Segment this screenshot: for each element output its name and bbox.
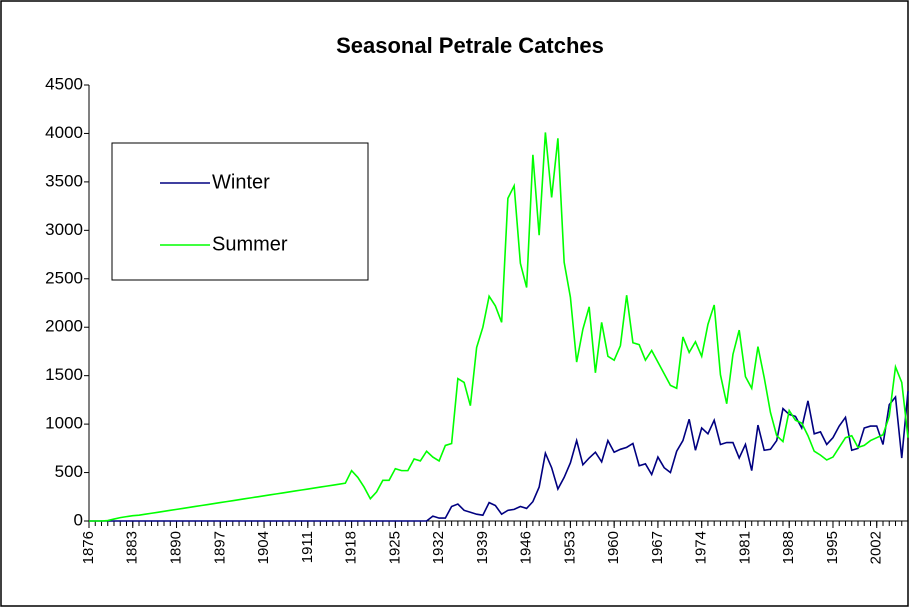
- y-tick-label: 4500: [45, 74, 83, 93]
- x-tick-label: 1925: [386, 531, 403, 564]
- series-line: [89, 391, 909, 522]
- x-tick-label: 1890: [167, 531, 184, 564]
- legend-label: Winter: [212, 171, 270, 193]
- y-tick-label: 2500: [45, 268, 83, 287]
- x-tick-label: 1953: [561, 531, 578, 564]
- y-tick-label: 2000: [45, 317, 83, 336]
- x-tick-label: 1995: [824, 531, 841, 564]
- x-tick-label: 1932: [430, 531, 447, 564]
- x-tick-label: 1904: [255, 531, 272, 564]
- x-tick-label: 1876: [80, 531, 97, 564]
- x-tick-label: 1988: [780, 531, 797, 564]
- x-tick-label: 2002: [868, 531, 885, 564]
- y-tick-label: 3500: [45, 171, 83, 190]
- x-tick-label: 1981: [736, 531, 753, 564]
- y-tick-label: 3000: [45, 220, 83, 239]
- x-tick-label: 1946: [518, 531, 535, 564]
- y-tick-label: 500: [55, 462, 83, 481]
- x-tick-label: 1911: [299, 531, 316, 563]
- x-tick-label: 1897: [211, 531, 228, 564]
- legend-box: [111, 142, 369, 281]
- x-tick-label: 1967: [649, 531, 666, 564]
- y-tick-label: 0: [74, 510, 83, 529]
- chart-title: Seasonal Petrale Catches: [336, 33, 604, 58]
- x-tick-label: 1939: [474, 531, 491, 564]
- x-tick-label: 1974: [693, 531, 710, 564]
- y-tick-label: 4000: [45, 123, 83, 142]
- legend-label: Summer: [212, 233, 288, 255]
- y-tick-label: 1500: [45, 365, 83, 384]
- x-tick-label: 1918: [343, 531, 360, 564]
- y-tick-label: 1000: [45, 414, 83, 433]
- x-tick-label: 1883: [124, 531, 141, 564]
- series-line: [89, 132, 909, 522]
- x-tick-label: 1960: [605, 531, 622, 564]
